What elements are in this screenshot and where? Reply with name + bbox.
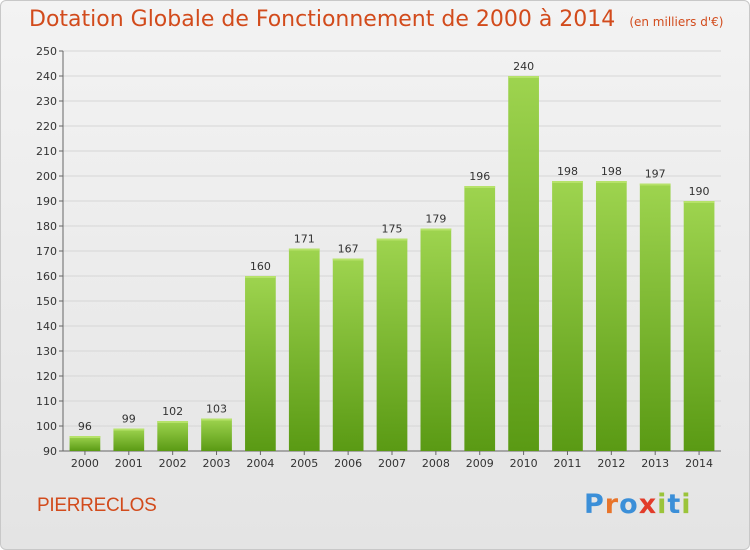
bar-highlight xyxy=(464,186,496,188)
y-tick-label: 150 xyxy=(36,295,57,308)
data-label: 179 xyxy=(425,213,446,226)
bar xyxy=(420,228,452,451)
bar-highlight xyxy=(595,181,627,183)
bar xyxy=(69,436,101,451)
x-tick-label: 2009 xyxy=(466,457,494,470)
bar-highlight xyxy=(639,183,671,186)
y-tick-label: 130 xyxy=(36,345,57,358)
y-tick-label: 240 xyxy=(36,70,57,83)
data-label: 198 xyxy=(557,165,578,178)
x-tick-label: 2005 xyxy=(290,457,318,470)
y-tick-label: 210 xyxy=(36,145,57,158)
bar-highlight xyxy=(157,421,189,423)
bar-highlight xyxy=(508,76,539,78)
x-tick-label: 2007 xyxy=(378,457,406,470)
x-tick-label: 2006 xyxy=(334,457,362,470)
bar xyxy=(332,258,364,451)
bar xyxy=(113,428,145,451)
logo-letter: i xyxy=(657,489,668,520)
y-tick-label: 170 xyxy=(36,245,57,258)
bar-highlight xyxy=(288,248,320,251)
data-label: 196 xyxy=(469,170,490,183)
chart-title-main: Dotation Globale de Fonctionnement de 20… xyxy=(29,7,616,32)
logo-letter: i xyxy=(681,489,692,520)
logo-letter: t xyxy=(667,489,682,520)
data-label: 160 xyxy=(250,260,271,273)
y-tick-label: 90 xyxy=(43,445,57,458)
data-label: 103 xyxy=(206,403,227,416)
y-tick-label: 250 xyxy=(36,45,57,58)
bar-highlight xyxy=(376,238,408,241)
x-tick-label: 2013 xyxy=(641,457,669,470)
x-tick-label: 2003 xyxy=(203,457,231,470)
chart-subtitle: (en milliers d'€) xyxy=(629,15,724,29)
bar xyxy=(683,201,715,451)
logo-letter: x xyxy=(638,489,658,520)
data-label: 240 xyxy=(513,60,534,73)
bar-highlight xyxy=(552,181,583,183)
commune-name: PIERRECLOS xyxy=(37,495,157,516)
data-label: 171 xyxy=(294,233,315,246)
proxiti-logo: Proxiti xyxy=(584,489,692,520)
bar-highlight xyxy=(420,228,452,231)
logo-letter: r xyxy=(604,489,620,520)
bar xyxy=(639,183,671,451)
y-tick-label: 180 xyxy=(36,220,57,233)
logo-letter: o xyxy=(619,489,639,520)
x-tick-label: 2010 xyxy=(510,457,538,470)
bar xyxy=(508,76,539,451)
bar xyxy=(245,276,276,451)
bar-highlight xyxy=(69,436,101,438)
bar xyxy=(464,186,496,451)
data-label: 175 xyxy=(382,223,403,236)
bar xyxy=(595,181,627,451)
bar-highlight xyxy=(683,201,715,203)
y-tick-label: 220 xyxy=(36,120,57,133)
y-tick-label: 200 xyxy=(36,170,57,183)
bar xyxy=(376,238,408,451)
data-label: 190 xyxy=(689,185,710,198)
x-tick-label: 2008 xyxy=(422,457,450,470)
bar-highlight xyxy=(201,418,232,421)
data-label: 198 xyxy=(601,165,622,178)
labels: 96 99 102 103 160 171 167 175 179 196 240 198 198 197… xyxy=(78,60,710,433)
bar-highlight xyxy=(245,276,276,278)
x-tick-label: 2004 xyxy=(246,457,274,470)
x-tick-label: 2000 xyxy=(71,457,99,470)
logo-letter: P xyxy=(584,489,605,520)
bar-highlight xyxy=(113,428,145,431)
x-tick-label: 2014 xyxy=(685,457,713,470)
bar-highlight xyxy=(332,258,364,261)
x-tick-label: 2012 xyxy=(597,457,625,470)
bar xyxy=(201,418,232,451)
y-tick-label: 100 xyxy=(36,420,57,433)
bar xyxy=(157,421,189,451)
y-tick-label: 190 xyxy=(36,195,57,208)
y-tick-label: 120 xyxy=(36,370,57,383)
bars xyxy=(69,76,715,451)
y-tick-label: 230 xyxy=(36,95,57,108)
data-label: 197 xyxy=(645,168,666,181)
chart-title: Dotation Globale de Fonctionnement de 20… xyxy=(29,7,723,32)
x-tick-label: 2011 xyxy=(553,457,581,470)
data-label: 99 xyxy=(122,413,136,426)
y-tick-label: 140 xyxy=(36,320,57,333)
y-tick-label: 110 xyxy=(36,395,57,408)
x-tick-label: 2002 xyxy=(159,457,187,470)
bar xyxy=(288,248,320,451)
axes: 9010011012013014015016017018019020021022… xyxy=(36,45,721,470)
y-tick-label: 160 xyxy=(36,270,57,283)
data-label: 96 xyxy=(78,420,92,433)
data-label: 102 xyxy=(162,405,183,418)
x-tick-label: 2001 xyxy=(115,457,143,470)
bar xyxy=(552,181,583,451)
data-label: 167 xyxy=(338,243,359,256)
